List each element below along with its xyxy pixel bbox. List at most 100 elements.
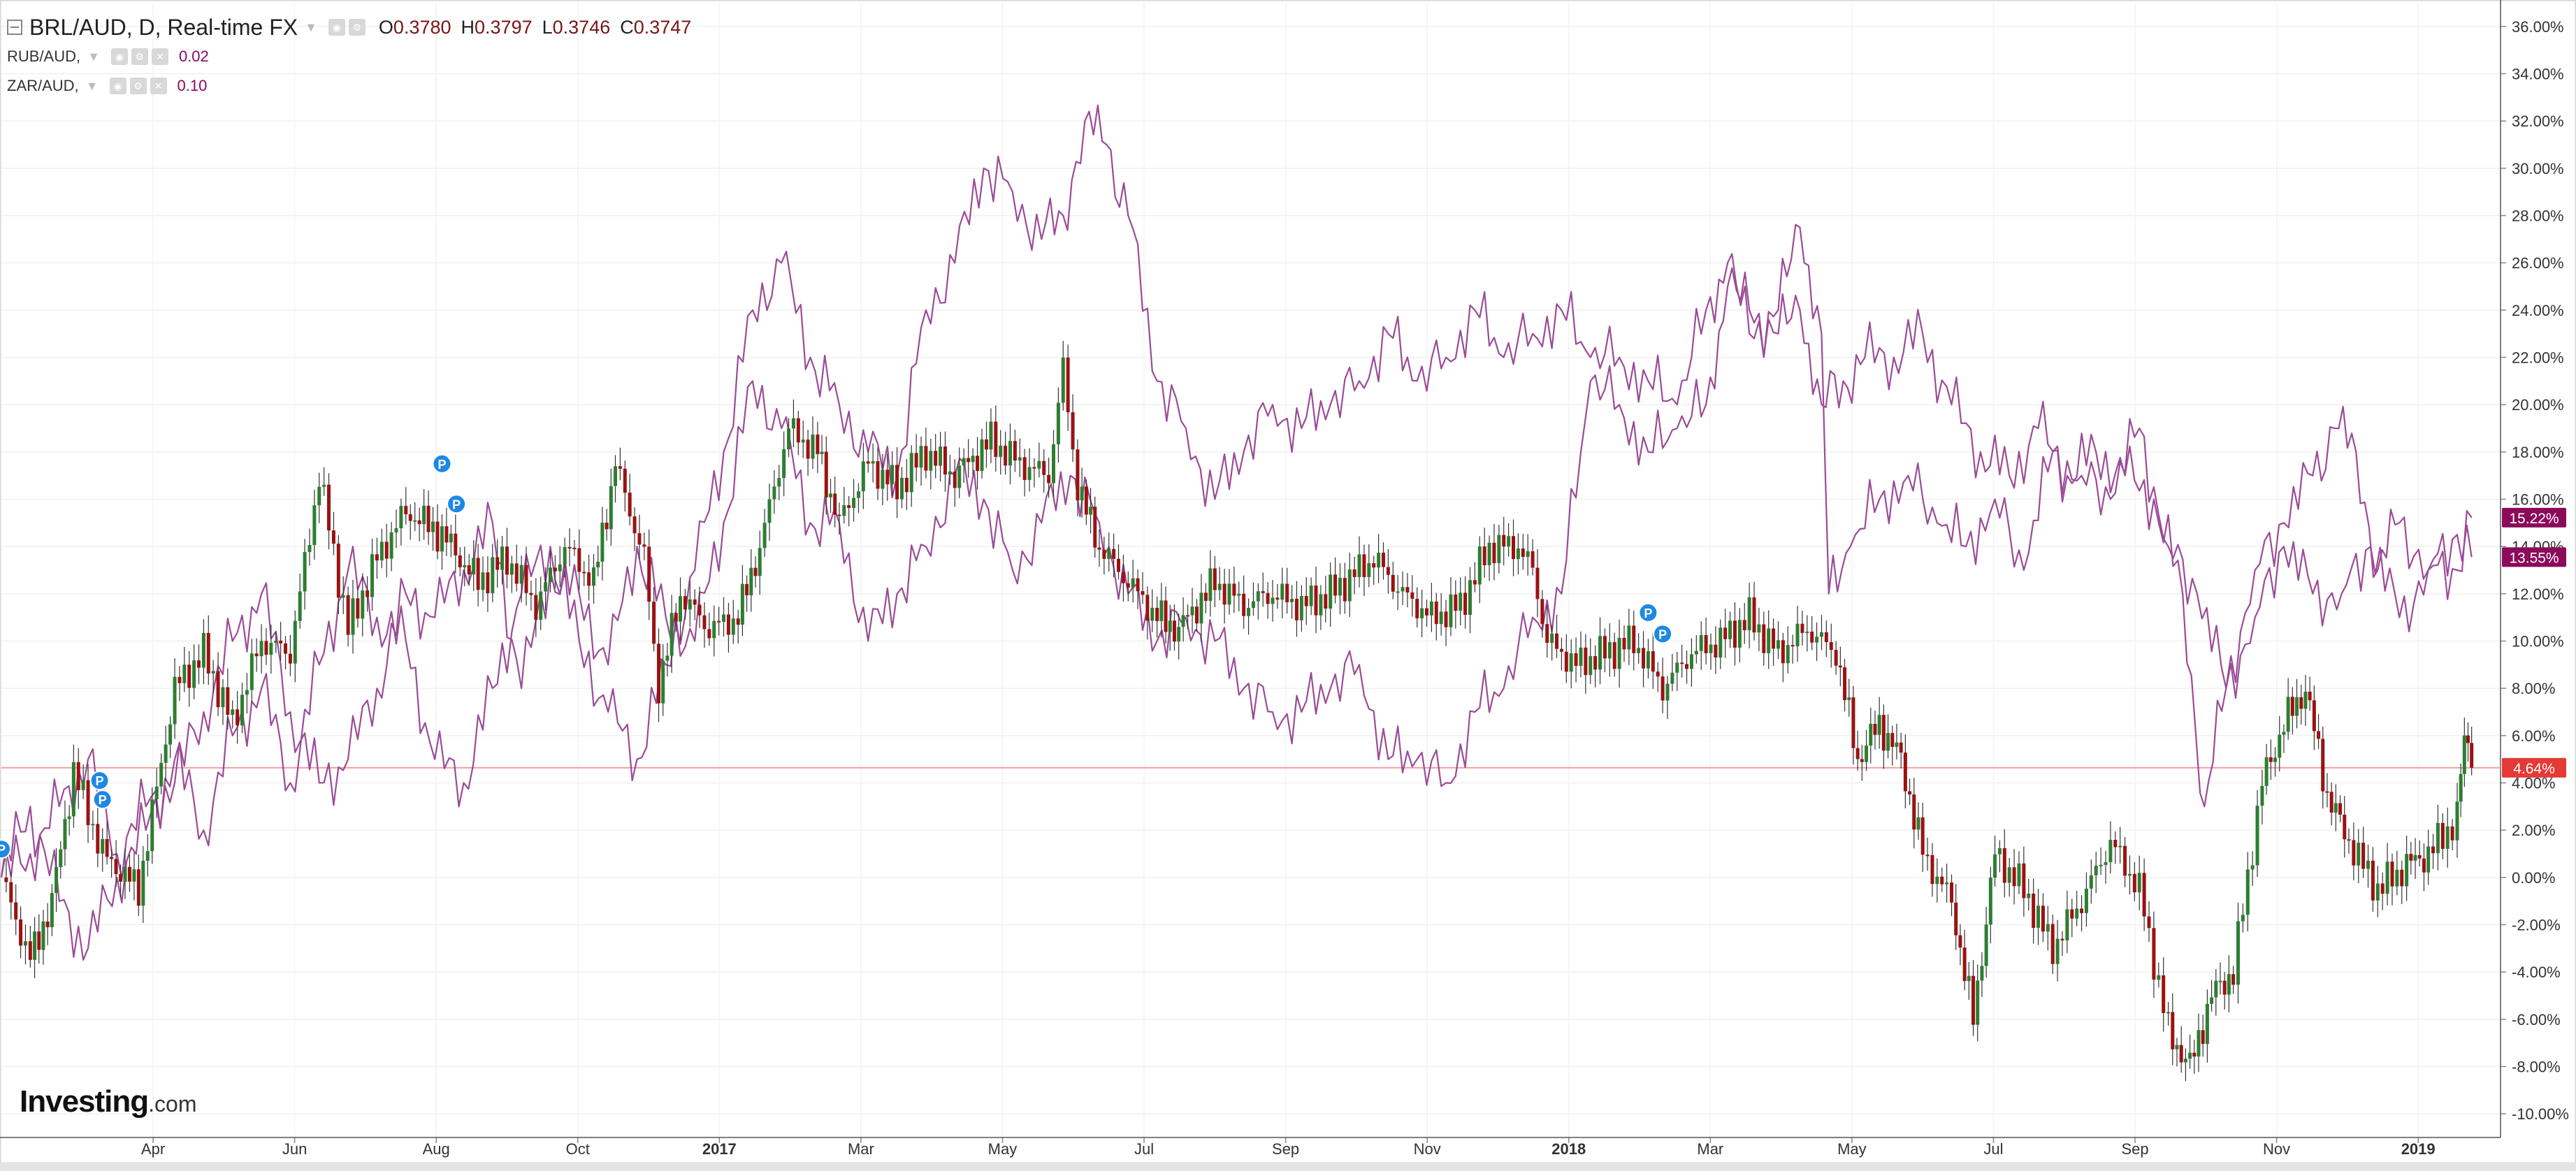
- candle-body: [249, 653, 254, 690]
- candle-body: [1602, 636, 1607, 659]
- candle-body: [567, 546, 572, 548]
- dropdown-caret-icon[interactable]: ▼: [305, 20, 317, 34]
- main-series-title[interactable]: BRL/AUD, D, Real-time FX: [29, 14, 298, 40]
- candle-body: [749, 567, 753, 596]
- dropdown-caret-icon[interactable]: ▼: [87, 49, 100, 64]
- candle-body: [1333, 574, 1338, 596]
- candle-body: [164, 744, 168, 763]
- candle-body: [726, 614, 730, 635]
- candle-body: [1251, 601, 1255, 609]
- candle-body: [50, 893, 54, 928]
- hide-series-icon[interactable]: ◉: [328, 19, 345, 36]
- y-tick-label: 24.00%: [2512, 302, 2564, 319]
- candle-body: [1285, 583, 1289, 602]
- comparison-value: 0.02: [178, 48, 209, 65]
- y-tick-label: -4.00%: [2512, 963, 2561, 981]
- event-marker-label: P: [452, 497, 461, 511]
- candle-body: [758, 548, 762, 576]
- candle-body: [717, 620, 721, 623]
- collapse-legend-icon[interactable]: [7, 20, 22, 35]
- candle-body: [1164, 600, 1168, 632]
- settings-gear-icon[interactable]: ⚙: [129, 78, 147, 94]
- x-tick-label: May: [1837, 1140, 1867, 1158]
- candle-body: [2303, 691, 2308, 709]
- event-marker-label: P: [99, 793, 107, 807]
- comparison-symbol[interactable]: RUB/AUD,: [7, 48, 81, 65]
- candle-body: [1304, 596, 1308, 606]
- settings-gear-icon[interactable]: ⚙: [131, 48, 148, 65]
- candle-body: [2417, 854, 2422, 859]
- candle-body: [1550, 633, 1554, 643]
- candle-body: [577, 548, 581, 572]
- candle-body: [1117, 558, 1121, 572]
- candle-body: [312, 505, 317, 545]
- y-tick-label: 28.00%: [2512, 208, 2564, 225]
- candle-body: [1410, 592, 1414, 599]
- candle-body: [123, 866, 127, 882]
- investing-logo: Investing.com: [20, 1084, 197, 1119]
- candle-body: [524, 565, 528, 593]
- candle-body: [435, 521, 440, 552]
- candle-body: [1930, 854, 1934, 885]
- candle-body: [1213, 568, 1217, 590]
- candle-body: [2295, 697, 2299, 716]
- candle-body: [463, 565, 467, 567]
- candle-body: [2227, 974, 2231, 995]
- candle-body: [1482, 546, 1486, 565]
- candle-body: [476, 558, 480, 590]
- candle-body: [2027, 893, 2031, 899]
- candle-body: [2241, 915, 2245, 922]
- candle-body: [2431, 846, 2436, 854]
- candle-body: [722, 614, 726, 623]
- candle-body: [41, 921, 45, 950]
- candle-body: [264, 641, 268, 655]
- candle-body: [1247, 608, 1251, 616]
- candle-body: [495, 557, 500, 570]
- candle-body: [1598, 636, 1602, 670]
- candle-body: [2032, 893, 2036, 928]
- event-marker-icon: [92, 790, 113, 810]
- candle-body: [2218, 980, 2222, 982]
- candle-body: [767, 499, 772, 523]
- hide-series-icon[interactable]: ◉: [110, 48, 128, 65]
- remove-series-icon[interactable]: ✕: [151, 48, 168, 65]
- dropdown-caret-icon[interactable]: ▼: [85, 78, 99, 93]
- candle-body: [1136, 578, 1140, 592]
- candle-body: [1555, 633, 1559, 649]
- candle-body: [1420, 608, 1424, 618]
- comparison-symbol[interactable]: ZAR/AUD,: [7, 77, 79, 94]
- chart-series: [0, 104, 2501, 1082]
- candle-body: [1579, 647, 1583, 667]
- candle-body: [1860, 759, 1864, 762]
- candle-body: [2108, 840, 2113, 862]
- candle-body: [618, 466, 622, 469]
- candle-body: [2426, 846, 2431, 873]
- candle-body: [1362, 554, 1366, 577]
- x-tick-label: Oct: [566, 1140, 590, 1158]
- candle-body: [665, 655, 670, 661]
- candle-body: [426, 505, 430, 532]
- candle-body: [1280, 583, 1285, 600]
- settings-gear-icon[interactable]: ⚙: [348, 19, 366, 36]
- y-tick-label: -2.00%: [2512, 917, 2561, 934]
- candle-body: [467, 565, 471, 575]
- main-series-header: BRL/AUD, D, Real-time FX ▼ ◉ ⚙ O 0.3780 H…: [7, 13, 691, 42]
- candle-body: [486, 572, 490, 594]
- bottom-scrollbar[interactable]: [0, 1163, 2576, 1171]
- end-value-label: 15.22%: [2509, 511, 2559, 527]
- remove-series-icon[interactable]: ✕: [150, 78, 167, 94]
- candle-body: [491, 557, 495, 594]
- candle-body: [96, 824, 100, 854]
- hide-series-icon[interactable]: ◉: [109, 78, 126, 94]
- candle-body: [1757, 624, 1761, 633]
- candle-body: [984, 439, 988, 450]
- candle-body: [1742, 620, 1746, 630]
- candle-body: [1256, 591, 1260, 602]
- chart-legend: BRL/AUD, D, Real-time FX ▼ ◉ ⚙ O 0.3780 H…: [7, 13, 691, 101]
- candle-body: [791, 418, 795, 429]
- candle-body: [269, 643, 273, 655]
- candle-body: [1357, 554, 1361, 577]
- candle-body: [806, 439, 810, 459]
- candle-body: [693, 599, 697, 605]
